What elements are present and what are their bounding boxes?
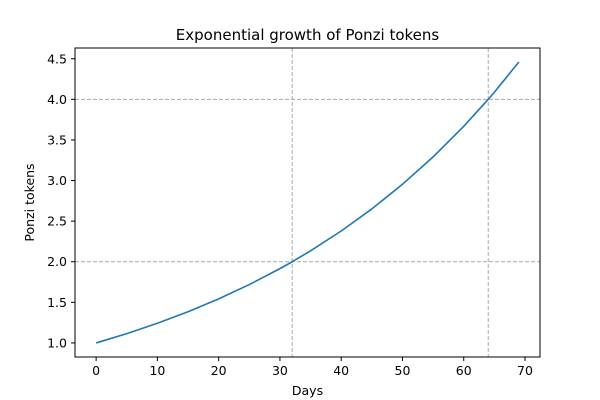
series-layer (95, 61, 520, 344)
x-tick-label: 60 (456, 363, 472, 378)
y-tick-label: 4.5 (47, 51, 67, 66)
y-tick-label: 1.0 (47, 335, 67, 350)
y-axis-label: Ponzi tokens (22, 163, 37, 241)
y-axis: 1.0 1.5 2.0 2.5 3.0 3.5 4.0 4.5 (47, 51, 75, 350)
axes-frame (74, 47, 541, 358)
x-tick-label: 70 (517, 363, 533, 378)
x-axis: 0 10 20 30 40 50 60 70 (92, 357, 533, 378)
x-tick-label: 0 (92, 363, 100, 378)
x-tick-label: 30 (272, 363, 288, 378)
y-tick-label: 2.0 (47, 254, 67, 269)
y-tick-label: 3.0 (47, 173, 67, 188)
x-axis-label: Days (292, 383, 323, 398)
x-tick-label: 50 (395, 363, 411, 378)
x-tick-label: 10 (149, 363, 165, 378)
series-line-1 (95, 61, 520, 344)
y-tick-label: 4.0 (47, 92, 67, 107)
y-tick-label: 3.5 (47, 132, 67, 147)
chart-title: Exponential growth of Ponzi tokens (176, 26, 440, 44)
x-tick-label: 20 (211, 363, 227, 378)
x-tick-label: 40 (333, 363, 349, 378)
y-tick-label: 2.5 (47, 214, 67, 229)
y-tick-label: 1.5 (47, 295, 67, 310)
